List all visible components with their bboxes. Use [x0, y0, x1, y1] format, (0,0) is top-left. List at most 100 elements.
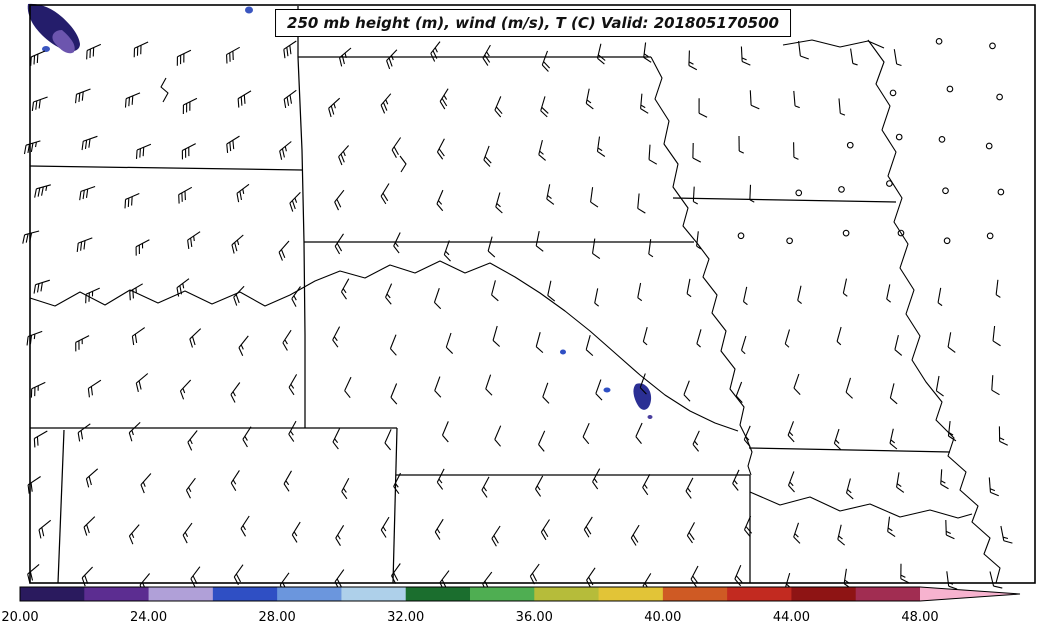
wind-barb-half-tick — [242, 525, 247, 531]
wind-barb — [546, 184, 555, 205]
wind-barb-full-tick — [439, 101, 446, 110]
calm-wind-circle — [842, 229, 850, 237]
wind-barb — [494, 96, 503, 118]
wind-barb — [182, 522, 193, 544]
wind-barb-full-tick — [590, 201, 599, 208]
colorbar-segment — [791, 587, 857, 601]
wind-barb — [332, 326, 341, 348]
wind-barb-full-tick — [188, 147, 190, 157]
map-frame — [29, 4, 1036, 584]
wind-barb-staff — [740, 46, 743, 62]
wind-barb-half-tick — [193, 235, 195, 242]
wind-barb-staff — [596, 136, 601, 152]
wind-barb-full-tick — [595, 393, 603, 401]
wind-barb — [940, 469, 949, 490]
small-river-a — [160, 77, 169, 103]
colorbar: 20.00 24.00 28.00 32.00 36.00 40.00 44.00 48.00 — [1, 586, 1021, 625]
wind-barb-full-tick — [837, 538, 846, 546]
colorbar-segment — [662, 587, 728, 601]
wind-barb-staff — [732, 469, 740, 484]
wind-barb-staff — [129, 524, 140, 537]
colorbar-segment — [598, 587, 664, 601]
wind-barb-staff — [995, 279, 999, 295]
wind-barb — [240, 515, 250, 537]
wind-barb — [31, 96, 48, 111]
wind-barb — [494, 425, 502, 447]
wind-barb-full-tick — [232, 140, 235, 150]
missouri-river-mo — [749, 491, 973, 519]
wind-barb-half-tick — [285, 480, 290, 486]
wind-barb-full-tick — [81, 577, 86, 587]
wind-barb — [338, 145, 350, 166]
wind-barb — [850, 48, 858, 66]
wind-barb-full-tick — [180, 55, 182, 65]
wind-barb — [328, 97, 341, 118]
wind-barb — [595, 379, 603, 401]
wind-barb-staff — [390, 383, 398, 398]
wind-barb-half-tick — [999, 437, 1005, 441]
wind-barb — [596, 136, 606, 157]
wind-barb-full-tick — [540, 110, 548, 118]
wind-barb-staff — [487, 236, 493, 252]
wind-barb-half-tick — [784, 343, 790, 348]
wind-barb — [1000, 525, 1013, 544]
calm-wind-circle — [889, 89, 897, 97]
wind-barb-full-tick — [441, 98, 448, 107]
wind-barb-staff — [845, 377, 852, 393]
wind-barb-full-tick — [688, 532, 695, 541]
wind-barb — [124, 192, 140, 209]
calm-wind-circle — [935, 37, 943, 45]
wind-barb-full-tick — [33, 55, 36, 65]
wind-barb-full-tick — [535, 245, 544, 252]
colorbar-tick-label: 32.00 — [387, 610, 424, 625]
calm-wind-circle — [989, 42, 996, 50]
wind-barb-half-tick — [840, 112, 846, 116]
wind-barb-staff — [988, 477, 991, 493]
wind-barb-full-tick — [531, 573, 538, 582]
wind-barb-full-tick — [132, 289, 134, 299]
wind-barb-staff — [77, 423, 91, 434]
wind-barb-staff — [283, 89, 297, 100]
wind-barb-full-tick — [30, 143, 34, 153]
wind-barb-full-tick — [436, 481, 444, 490]
wind-barb-half-tick — [738, 150, 744, 154]
wind-barb-full-tick — [181, 192, 183, 202]
wind-barb-staff — [740, 335, 747, 351]
wind-barb-full-tick — [124, 199, 127, 209]
wind-barb-full-tick — [735, 575, 743, 583]
wind-barb-full-tick — [181, 150, 184, 160]
wind-barb-staff — [176, 278, 190, 289]
calm-wind-circle — [942, 187, 949, 195]
wind-barb-full-tick — [127, 197, 130, 207]
wind-barb-full-tick — [231, 244, 235, 254]
wind-barb-full-tick — [384, 442, 391, 451]
wind-barb-full-tick — [282, 342, 288, 351]
wind-barb — [75, 88, 91, 104]
wind-barb-full-tick — [640, 108, 649, 114]
calm-wind-circle — [737, 232, 745, 240]
wind-barb-half-tick — [743, 301, 748, 306]
wind-barb-half-tick — [37, 385, 39, 391]
wind-barb-staff — [535, 332, 541, 347]
calm-wind-circle — [897, 229, 905, 237]
wind-barb-staff — [889, 428, 894, 444]
wind-barb-full-tick — [85, 478, 90, 488]
wind-barb-full-tick — [493, 535, 499, 544]
wind-barb — [698, 98, 708, 118]
wind-barb-full-tick — [142, 147, 145, 157]
wind-barb — [231, 234, 244, 254]
wind-barb-staff — [35, 279, 50, 286]
wind-barb-half-tick — [437, 200, 443, 205]
wind-barb — [433, 288, 442, 310]
wind-barb-staff — [642, 326, 648, 342]
wind-barb-full-tick — [787, 434, 795, 443]
wind-barb-full-tick — [289, 45, 292, 55]
cold-pool-fringe — [52, 30, 75, 54]
ia-mo-border — [748, 447, 951, 453]
wind-barb-full-tick — [494, 439, 501, 447]
calm-wind-circle — [846, 141, 854, 149]
wind-barb — [279, 141, 292, 160]
wind-barb — [339, 47, 352, 67]
wind-barb-half-tick — [794, 105, 800, 109]
wind-barb-half-tick — [436, 528, 441, 534]
